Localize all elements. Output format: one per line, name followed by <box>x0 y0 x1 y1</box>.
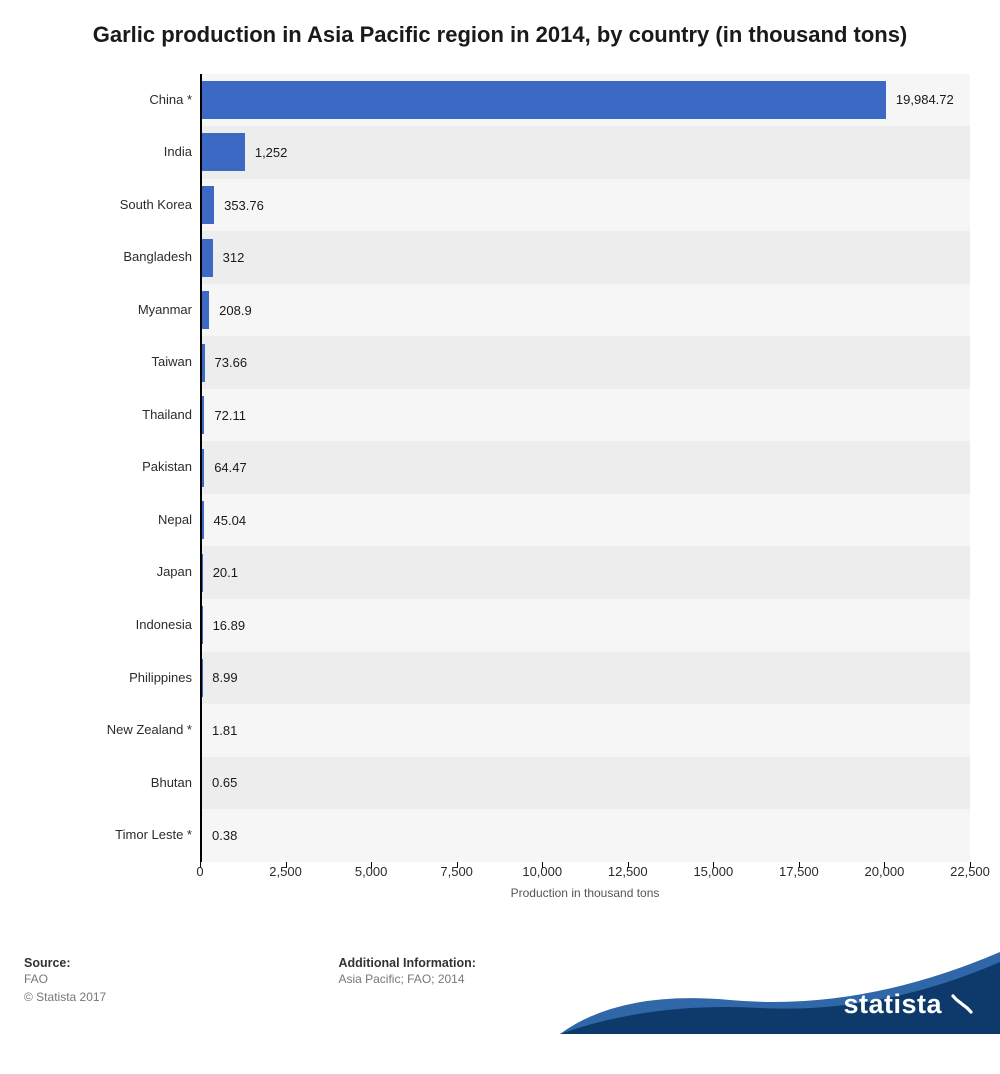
category-label: New Zealand * <box>20 704 192 757</box>
bar <box>202 449 204 487</box>
category-label: Pakistan <box>20 441 192 494</box>
bar <box>202 291 209 329</box>
category-label: Timor Leste * <box>20 809 192 862</box>
bar-value-label: 64.47 <box>208 449 247 487</box>
bar-value-label: 45.04 <box>208 501 247 539</box>
x-tick-label: 10,000 <box>522 864 562 879</box>
row-bg <box>202 126 970 179</box>
bar-row: 8.99 <box>202 652 970 705</box>
bar-row: 45.04 <box>202 494 970 547</box>
x-tick-label: 12,500 <box>608 864 648 879</box>
bar-value-label: 19,984.72 <box>890 81 954 119</box>
category-label: Philippines <box>20 652 192 705</box>
row-bg <box>202 389 970 442</box>
chart-title: Garlic production in Asia Pacific region… <box>40 20 960 50</box>
bar-row: 64.47 <box>202 441 970 494</box>
category-label: Taiwan <box>20 336 192 389</box>
source-heading: Source: <box>24 956 334 970</box>
bar-value-label: 0.38 <box>206 816 237 854</box>
bar-value-label: 1.81 <box>206 711 237 749</box>
bar-row: 19,984.72 <box>202 74 970 127</box>
bar-row: 72.11 <box>202 389 970 442</box>
bar <box>202 606 203 644</box>
row-bg <box>202 809 970 862</box>
logo-icon <box>950 992 974 1016</box>
bar <box>202 554 203 592</box>
x-tick-label: 22,500 <box>950 864 990 879</box>
statista-logo: statista <box>843 989 974 1020</box>
bar-row: 0.65 <box>202 757 970 810</box>
x-axis-title: Production in thousand tons <box>200 886 970 900</box>
x-tick-label: 5,000 <box>355 864 388 879</box>
category-label: Myanmar <box>20 284 192 337</box>
row-bg <box>202 179 970 232</box>
category-label: Japan <box>20 546 192 599</box>
bar <box>202 396 204 434</box>
row-bg <box>202 599 970 652</box>
bar-row: 1,252 <box>202 126 970 179</box>
x-tick-label: 17,500 <box>779 864 819 879</box>
bar-value-label: 20.1 <box>207 554 238 592</box>
bar-value-label: 16.89 <box>207 606 246 644</box>
bar <box>202 133 245 171</box>
bar-row: 208.9 <box>202 284 970 337</box>
plot-area: 19,984.72 1,252 353.76 312 208.9 73.66 72.11 64… <box>200 74 970 862</box>
x-tick-label: 7,500 <box>440 864 473 879</box>
logo-text: statista <box>843 989 942 1020</box>
category-label: Bangladesh <box>20 231 192 284</box>
category-label: Indonesia <box>20 599 192 652</box>
bar-value-label: 8.99 <box>206 659 237 697</box>
bar-value-label: 208.9 <box>213 291 252 329</box>
bar <box>202 239 213 277</box>
x-tick-label: 15,000 <box>693 864 733 879</box>
category-label: China * <box>20 74 192 127</box>
bar <box>202 344 205 382</box>
x-tick-label: 2,500 <box>269 864 302 879</box>
bar-row: 73.66 <box>202 336 970 389</box>
bar-row: 0.38 <box>202 809 970 862</box>
row-bg <box>202 546 970 599</box>
bar <box>202 186 214 224</box>
row-bg <box>202 336 970 389</box>
x-tick-label: 20,000 <box>865 864 905 879</box>
bar-row: 1.81 <box>202 704 970 757</box>
row-bg <box>202 284 970 337</box>
x-tick-label: 0 <box>196 864 203 879</box>
copyright-text: © Statista 2017 <box>24 988 334 1006</box>
bar-value-label: 0.65 <box>206 764 237 802</box>
chart: 19,984.72 1,252 353.76 312 208.9 73.66 72.11 64… <box>20 74 980 904</box>
category-label: Bhutan <box>20 757 192 810</box>
bar-row: 353.76 <box>202 179 970 232</box>
footer: Source: FAO © Statista 2017 Additional I… <box>0 932 1000 1034</box>
bar-row: 312 <box>202 231 970 284</box>
bar-value-label: 1,252 <box>249 133 288 171</box>
category-label: South Korea <box>20 179 192 232</box>
row-bg <box>202 231 970 284</box>
bar-value-label: 72.11 <box>208 396 246 434</box>
source-text: FAO <box>24 970 334 988</box>
category-label: Thailand <box>20 389 192 442</box>
category-label: India <box>20 126 192 179</box>
bar-value-label: 353.76 <box>218 186 264 224</box>
bar <box>202 501 204 539</box>
row-bg <box>202 652 970 705</box>
bar-value-label: 73.66 <box>209 344 248 382</box>
row-bg <box>202 494 970 547</box>
category-label: Nepal <box>20 494 192 547</box>
row-bg <box>202 757 970 810</box>
bar <box>202 81 886 119</box>
row-bg <box>202 441 970 494</box>
bar-row: 16.89 <box>202 599 970 652</box>
row-bg <box>202 704 970 757</box>
bar-row: 20.1 <box>202 546 970 599</box>
bar-value-label: 312 <box>217 239 245 277</box>
